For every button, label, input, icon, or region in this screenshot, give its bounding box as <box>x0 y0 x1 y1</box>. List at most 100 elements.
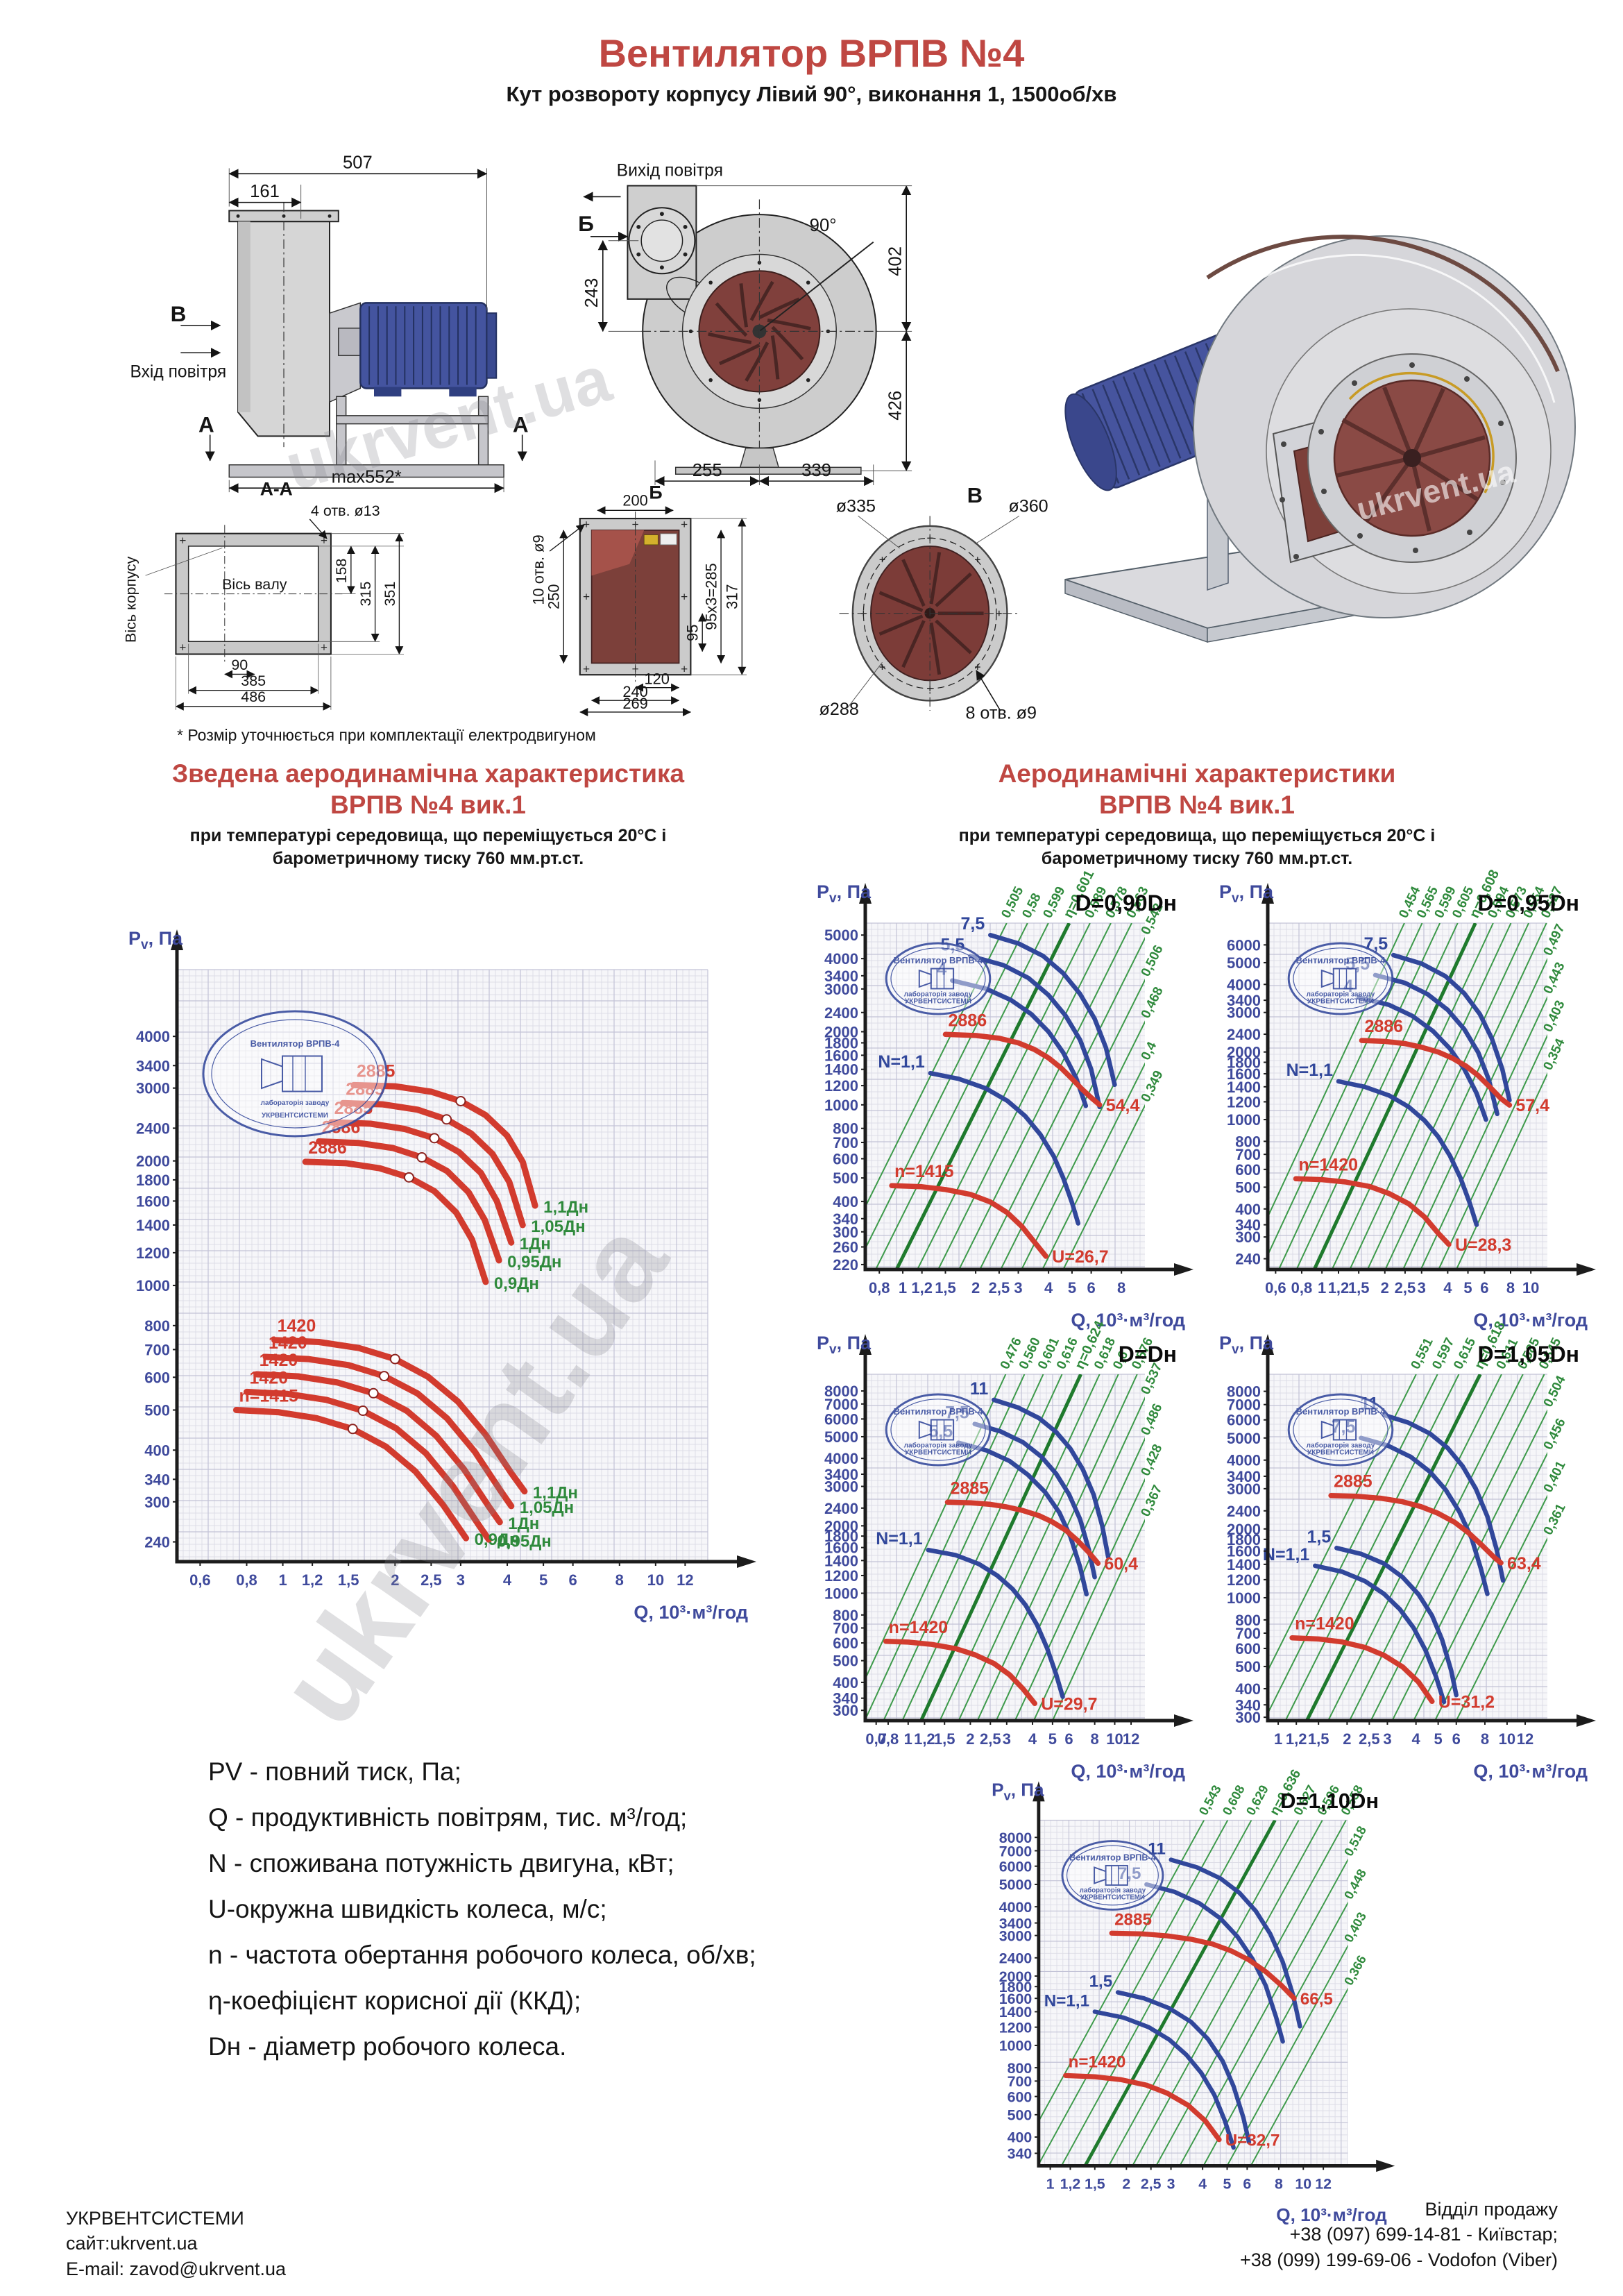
svg-text:240: 240 <box>144 1534 170 1551</box>
view-b-annotations: 200 10 отв. ø9 250 95 95x3=285 317 120 2… <box>530 492 747 717</box>
footer-phone1[interactable]: +38 (097) 699-14-81 - Київстар; <box>1289 2224 1558 2245</box>
dim-250: 250 <box>545 584 563 609</box>
inlet-label: Вхід повітря <box>130 363 226 382</box>
svg-text:Q, 10³·м³/год: Q, 10³·м³/год <box>1473 1761 1588 1782</box>
svg-text:1800: 1800 <box>1227 1531 1261 1548</box>
svg-text:700: 700 <box>833 1619 858 1637</box>
svg-text:Вентилятор ВРПВ-4: Вентилятор ВРПВ-4 <box>1069 1853 1156 1863</box>
svg-text:4000: 4000 <box>824 950 858 968</box>
drawing-view-v: В ø335 ø360 ø288 8 отв. ø9 <box>819 483 1048 723</box>
svg-text:N=1,1: N=1,1 <box>878 1052 925 1072</box>
svg-text:лабораторія заводу: лабораторія заводу <box>904 990 973 999</box>
svg-text:1,1Дн: 1,1Дн <box>533 1484 578 1503</box>
svg-text:7000: 7000 <box>824 1396 858 1413</box>
dim-90: 90 <box>231 657 248 673</box>
svg-text:7000: 7000 <box>999 1843 1032 1859</box>
svg-text:300: 300 <box>1235 1229 1261 1246</box>
svg-text:3400: 3400 <box>824 968 858 985</box>
svg-text:1200: 1200 <box>824 1077 858 1095</box>
svg-text:57,4: 57,4 <box>1515 1096 1549 1115</box>
svg-text:Вентилятор ВРПВ-4: Вентилятор ВРПВ-4 <box>894 955 983 965</box>
plot-curves <box>1268 1374 1547 1721</box>
callout-10-holes: 10 отв. ø9 <box>530 534 547 605</box>
svg-text:0,8: 0,8 <box>1291 1279 1313 1297</box>
svg-text:3: 3 <box>1014 1279 1022 1297</box>
svg-text:1,5: 1,5 <box>935 1279 956 1297</box>
svg-text:8: 8 <box>1481 1730 1489 1748</box>
svg-text:8: 8 <box>1117 1279 1125 1297</box>
svg-text:6: 6 <box>1087 1279 1095 1297</box>
plot-curves <box>1038 1820 1348 2166</box>
svg-text:1: 1 <box>1318 1279 1326 1297</box>
svg-text:1200: 1200 <box>136 1244 170 1262</box>
dim-426: 426 <box>885 391 905 421</box>
svg-text:1,2: 1,2 <box>302 1571 323 1589</box>
dim-402: 402 <box>885 246 905 276</box>
svg-text:500: 500 <box>144 1402 170 1419</box>
footer-left: УКРВЕНТСИСТЕМИ сайт:ukrvent.ua E-mail: z… <box>66 2206 286 2281</box>
svg-text:n=1420: n=1420 <box>1295 1614 1354 1634</box>
svg-text:800: 800 <box>1235 1612 1261 1629</box>
svg-text:4000: 4000 <box>1227 1452 1261 1469</box>
svg-text:УКРВЕНТСИСТЕМИ: УКРВЕНТСИСТЕМИ <box>262 1112 328 1120</box>
dim-95: 95 <box>683 625 701 641</box>
svg-text:2: 2 <box>1381 1279 1389 1297</box>
footer-email[interactable]: E-mail: zavod@ukrvent.ua <box>66 2258 287 2279</box>
svg-text:УКРВЕНТСИСТЕМИ: УКРВЕНТСИСТЕМИ <box>905 998 971 1006</box>
svg-text:1420: 1420 <box>250 1368 289 1387</box>
dim-255: 255 <box>692 461 722 480</box>
svg-text:лабораторія заводу: лабораторія заводу <box>904 1442 973 1450</box>
svg-text:2000: 2000 <box>1227 1521 1261 1538</box>
svg-text:5000: 5000 <box>1227 1430 1261 1447</box>
callout-335: ø335 <box>836 497 876 516</box>
svg-text:0,6: 0,6 <box>1265 1279 1286 1297</box>
svg-text:0,8: 0,8 <box>236 1571 257 1589</box>
svg-text:1,2: 1,2 <box>1328 1279 1350 1297</box>
svg-text:1,5: 1,5 <box>1085 2175 1105 2192</box>
footer-phone2[interactable]: +38 (099) 199-69-06 - Vodofon (Viber) <box>1239 2249 1558 2270</box>
callout-288: ø288 <box>819 700 859 719</box>
svg-text:1,05Дн: 1,05Дн <box>520 1499 574 1517</box>
svg-text:U=26,7: U=26,7 <box>1052 1247 1108 1267</box>
svg-text:400: 400 <box>144 1442 170 1459</box>
footer-site[interactable]: сайт:ukrvent.ua <box>66 2233 198 2254</box>
svg-text:4: 4 <box>1412 1730 1421 1748</box>
svg-text:0,608: 0,608 <box>1219 1782 1248 1817</box>
svg-text:Q, 10³·м³/год: Q, 10³·м³/год <box>1071 1310 1185 1331</box>
svg-text:5: 5 <box>539 1571 547 1589</box>
side-view-dimensions: 507 161 max552* В Вхід повітря А А <box>130 153 529 493</box>
svg-text:2885: 2885 <box>1334 1472 1373 1492</box>
drawing-footnote: * Розмір уточнюється при комплектації ел… <box>177 726 596 744</box>
svg-text:2: 2 <box>1343 1730 1351 1748</box>
svg-text:U=28,3: U=28,3 <box>1455 1235 1511 1255</box>
svg-text:1800: 1800 <box>136 1172 170 1189</box>
svg-text:УКРВЕНТСИСТЕМИ: УКРВЕНТСИСТЕМИ <box>1307 1449 1374 1457</box>
svg-text:Pv, Па: Pv, Па <box>1219 1333 1274 1357</box>
front-view-dimensions: Вихід повітря Б 90° 243 402 426 255 339 <box>578 162 912 487</box>
svg-text:700: 700 <box>1235 1625 1261 1642</box>
right-heading-line2: ВРПВ №4 вик.1 <box>1099 791 1295 820</box>
svg-text:2: 2 <box>971 1279 980 1297</box>
svg-text:Pv, Па: Pv, Па <box>128 928 183 952</box>
svg-text:n=1420: n=1420 <box>889 1618 949 1637</box>
front-view-geometry <box>627 185 878 475</box>
svg-text:0,629: 0,629 <box>1243 1782 1271 1817</box>
svg-text:1,5: 1,5 <box>338 1571 359 1589</box>
axes <box>859 883 1193 1276</box>
svg-text:3000: 3000 <box>824 1478 858 1496</box>
svg-text:11: 11 <box>970 1379 989 1399</box>
lab-stamp: Вентилятор ВРПВ-4 лабораторія заводуУКРВЕ… <box>1287 942 1394 1015</box>
svg-text:3: 3 <box>1167 2175 1175 2192</box>
svg-text:12: 12 <box>677 1571 693 1589</box>
svg-text:600: 600 <box>1235 1640 1261 1657</box>
svg-text:Pv, Па: Pv, Па <box>992 1780 1044 1803</box>
svg-text:1000: 1000 <box>1227 1589 1261 1607</box>
svg-text:340: 340 <box>1235 1217 1261 1234</box>
svg-text:1200: 1200 <box>824 1567 858 1585</box>
lab-stamp: Вентилятор ВРПВ-4 лабораторія заводуУКРВЕ… <box>1061 1840 1164 1911</box>
lab-stamp: Вентилятор ВРПВ-4 лабораторія заводуУКРВЕ… <box>1287 1393 1394 1467</box>
svg-text:1400: 1400 <box>1227 1079 1261 1096</box>
svg-text:7,5: 7,5 <box>961 914 985 934</box>
svg-text:6: 6 <box>1480 1279 1488 1297</box>
svg-text:400: 400 <box>833 1674 858 1691</box>
